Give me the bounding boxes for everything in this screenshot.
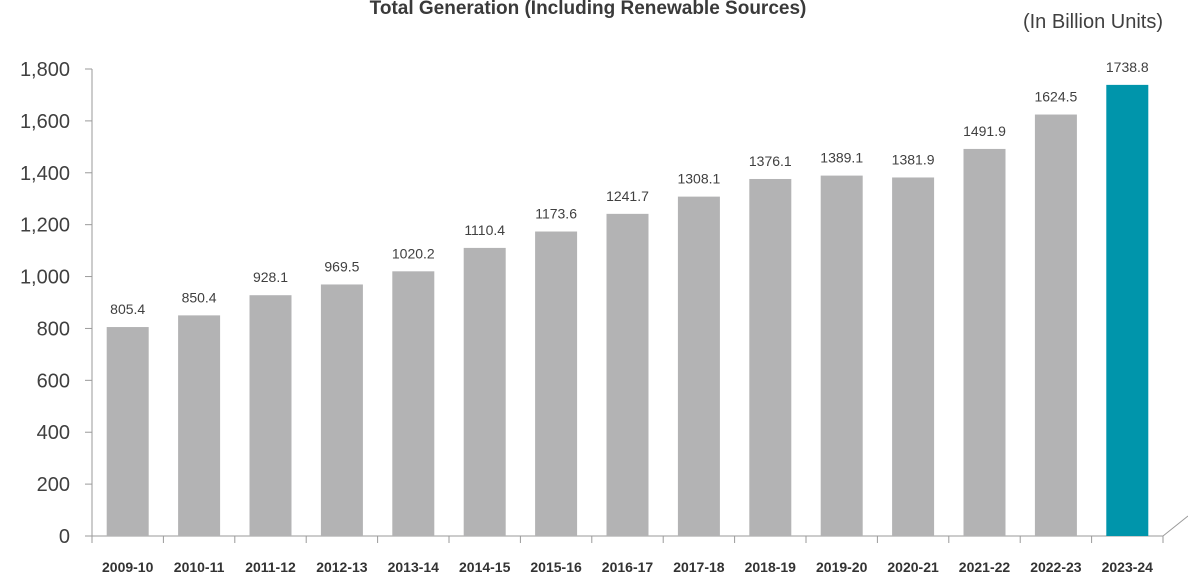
x-tick-label: 2022-23: [1030, 559, 1082, 575]
x-tick-label: 2020-21: [887, 559, 939, 575]
x-tick-label: 2019-20: [816, 559, 868, 575]
x-tick-label: 2017-18: [673, 559, 725, 575]
y-tick-label: 600: [37, 370, 70, 392]
bar-2016-17: [606, 213, 649, 536]
bar-2020-21: [892, 177, 935, 536]
y-tick-label: 200: [37, 474, 70, 496]
x-tick-label: 2011-12: [245, 559, 296, 575]
data-label: 1376.1: [749, 153, 792, 169]
data-label: 850.4: [182, 289, 217, 305]
y-tick-label: 1,400: [20, 163, 70, 185]
bar-2023-24: [1106, 84, 1149, 537]
y-tick-label: 1,200: [20, 215, 70, 237]
y-tick-label: 400: [37, 422, 70, 444]
data-label: 1173.6: [535, 206, 577, 222]
y-tick-label: 800: [37, 318, 70, 340]
y-axis: 0 200 400 600 800 1,000 1,200 1,400 1,600 1,800: [20, 59, 93, 548]
x-tick-label: 2010-11: [174, 559, 225, 575]
x-tick-label: 2016-17: [602, 559, 654, 575]
data-label: 1381.9: [892, 151, 935, 167]
data-label: 1020.2: [392, 245, 435, 261]
bar-2017-18: [677, 196, 720, 536]
bar-2018-19: [749, 178, 792, 536]
data-label: 1110.4: [464, 222, 505, 238]
data-label: 1241.7: [606, 188, 649, 204]
bar-2010-11: [178, 315, 221, 536]
x-tick-label: 2013-14: [388, 559, 440, 575]
data-labels: 805.4 850.4 928.1 969.5 1020.2 1110.4 1173.6 12…: [110, 59, 1149, 317]
y-tick-label: 1,800: [20, 59, 70, 81]
y-tick-label: 1,600: [20, 111, 70, 133]
bar-2012-13: [320, 284, 363, 536]
bar-2014-15: [463, 247, 506, 536]
chart-title: Total Generation (Including Renewable So…: [370, 0, 807, 19]
data-label: 1491.9: [963, 123, 1006, 139]
x-axis-end-stroke: [1162, 515, 1188, 537]
bar-2022-23: [1034, 114, 1077, 536]
data-label: 1389.1: [820, 150, 863, 166]
bar-2015-16: [535, 231, 578, 537]
data-label: 928.1: [253, 269, 288, 285]
data-label: 1738.8: [1106, 59, 1149, 75]
bars: [106, 84, 1149, 537]
x-tick-label: 2014-15: [459, 559, 511, 575]
bar-2011-12: [249, 295, 292, 536]
unit-label: (In Billion Units): [1023, 11, 1163, 33]
x-tick-label: 2012-13: [316, 559, 368, 575]
x-tick-label: 2015-16: [530, 559, 582, 575]
data-label: 969.5: [324, 258, 359, 274]
y-tick-label: 1,000: [20, 267, 70, 289]
bar-2019-20: [820, 175, 863, 537]
bar-2021-22: [963, 148, 1006, 537]
x-tick-label: 2021-22: [959, 559, 1011, 575]
data-label: 1308.1: [677, 171, 720, 187]
x-tick-label: 2009-10: [102, 559, 154, 575]
x-tick-label: 2018-19: [745, 559, 797, 575]
y-tick-label: 0: [59, 526, 70, 548]
data-label: 805.4: [110, 301, 145, 317]
x-tick-label: 2023-24: [1102, 559, 1154, 575]
data-label: 1624.5: [1034, 89, 1077, 105]
bar-2013-14: [392, 271, 435, 536]
bar-2009-10: [106, 327, 149, 536]
